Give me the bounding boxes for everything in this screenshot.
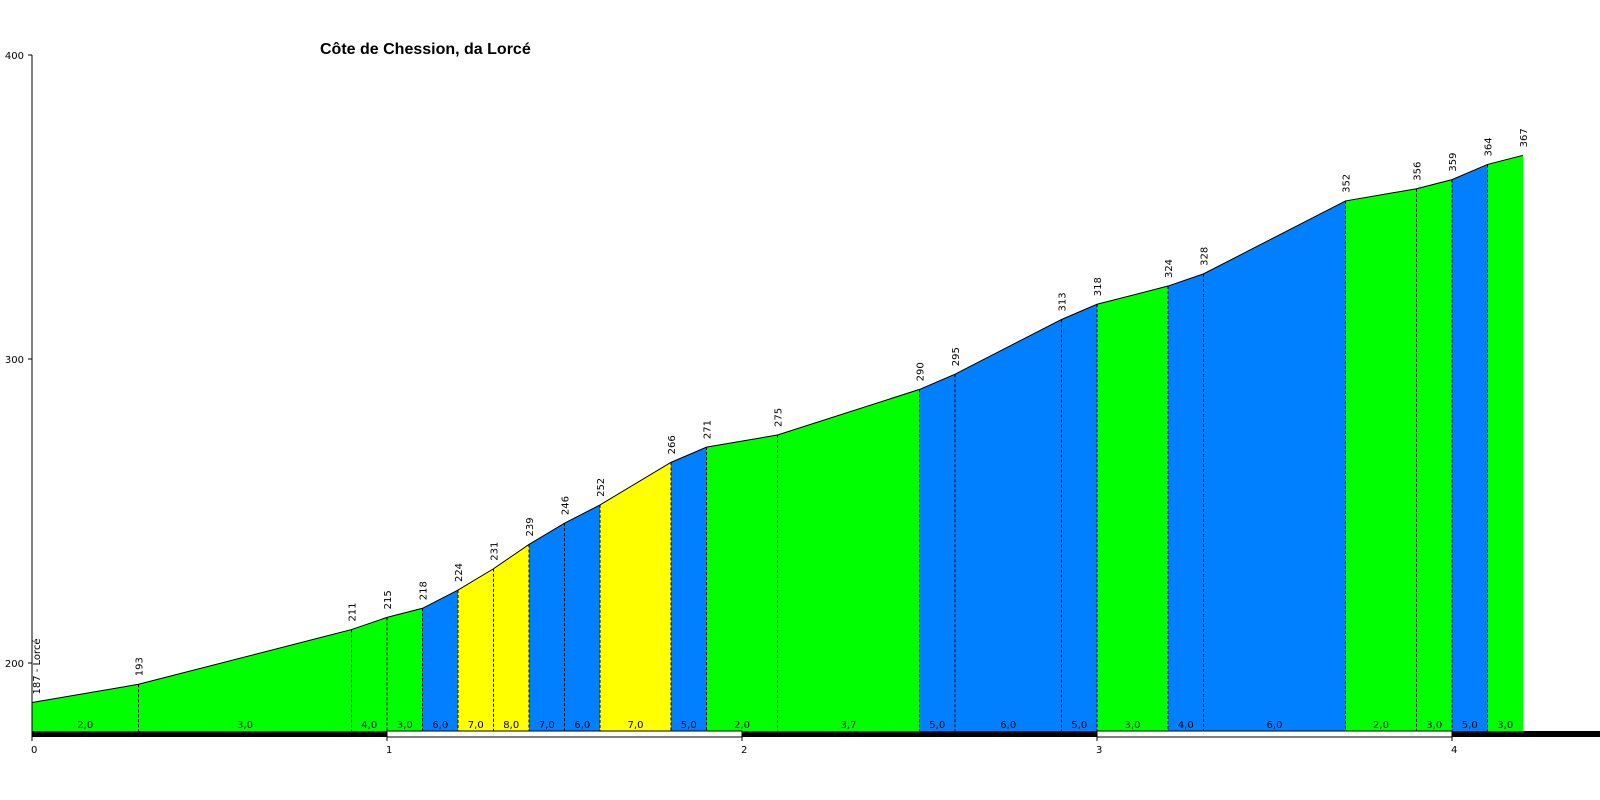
- elevation-label: 211: [348, 602, 359, 621]
- gradient-label: 8,0: [503, 720, 519, 731]
- gradient-label: 4,0: [1178, 720, 1194, 731]
- gradient-segment: [387, 608, 423, 731]
- gradient-segment: [1487, 155, 1523, 731]
- gradient-segment: [671, 447, 707, 731]
- chart-title: Côte de Chession, da Lorcé: [320, 41, 531, 58]
- gradient-label: 3,0: [397, 720, 413, 731]
- gradient-segment: [600, 462, 671, 731]
- x-tick-label: 2: [741, 745, 747, 756]
- elevation-label: 318: [1093, 277, 1104, 296]
- gradient-label: 5,0: [929, 720, 945, 731]
- km-bar-segment: [742, 731, 1097, 737]
- elevation-label: 224: [454, 563, 465, 582]
- gradient-segment: [564, 504, 600, 731]
- elevation-label: 271: [703, 420, 714, 439]
- gradient-label: 7,0: [539, 720, 555, 731]
- gradient-label: 2,0: [1373, 720, 1389, 731]
- gradient-segment: [32, 684, 139, 731]
- gradient-label: 5,0: [681, 720, 697, 731]
- gradient-segment: [493, 544, 529, 731]
- km-bar-segment: [32, 731, 387, 737]
- gradient-label: 3,0: [1497, 720, 1513, 731]
- gradient-label: 7,0: [468, 720, 484, 731]
- start-label: 187 - Lorcé: [31, 638, 43, 694]
- gradient-label: 5,0: [1462, 720, 1478, 731]
- gradient-segment: [919, 374, 955, 731]
- gradient-label: 6,0: [432, 720, 448, 731]
- gradient-segment: [1203, 200, 1346, 732]
- elevation-label: 193: [135, 657, 146, 676]
- gradient-segment: [777, 389, 920, 731]
- gradient-label: 6,0: [1000, 720, 1016, 731]
- x-tick-label: 4: [1451, 745, 1457, 756]
- gradient-label: 6,0: [1267, 720, 1283, 731]
- elevation-label: 328: [1200, 247, 1211, 266]
- gradient-label: 3,0: [1125, 720, 1141, 731]
- elevation-label: 215: [383, 590, 394, 609]
- gradient-segment: [1097, 286, 1168, 731]
- elevation-label: 295: [951, 347, 962, 366]
- elevation-label: 239: [525, 517, 536, 536]
- gradient-segment: [458, 568, 494, 731]
- gradient-label: 6,0: [574, 720, 590, 731]
- elevation-label: 246: [561, 496, 572, 515]
- gradient-label: 2,0: [734, 720, 750, 731]
- gradient-label: 3,0: [1426, 720, 1442, 731]
- km-bar-segment: [386, 730, 743, 738]
- profile-line: [31, 154, 1524, 704]
- km-bar-segment: [1452, 731, 1600, 737]
- y-tick-label: 400: [5, 51, 24, 62]
- elevation-label: 367: [1519, 128, 1530, 147]
- km-bar-segment: [1096, 730, 1453, 738]
- elevation-label: 364: [1484, 137, 1495, 156]
- y-tick-label: 300: [5, 355, 24, 366]
- gradient-label: 3,7: [841, 720, 857, 731]
- gradient-segment: [1345, 188, 1417, 731]
- gradient-label: 7,0: [628, 720, 644, 731]
- gradient-label: 5,0: [1071, 720, 1087, 731]
- gradient-label: 3,0: [237, 720, 253, 731]
- gradient-segment: [422, 590, 458, 731]
- gradient-label: 2,0: [77, 720, 93, 731]
- gradient-segment: [955, 319, 1062, 731]
- elevation-label: 352: [1342, 174, 1353, 193]
- elevation-label: 252: [596, 478, 607, 497]
- elevation-label: 218: [419, 581, 430, 600]
- elevation-label: 275: [774, 408, 785, 427]
- gradient-label: 4,0: [361, 720, 377, 731]
- x-tick-label: 1: [386, 745, 392, 756]
- elevation-label: 290: [916, 362, 927, 381]
- elevation-label: 359: [1448, 153, 1459, 172]
- gradient-segment: [1168, 273, 1204, 731]
- gradient-segment: [706, 435, 778, 731]
- gradient-segment: [351, 617, 387, 731]
- gradient-segment: [138, 629, 352, 731]
- gradient-segment: [1416, 179, 1452, 731]
- y-tick-label: 200: [5, 659, 24, 670]
- elevation-label: 231: [490, 542, 501, 561]
- x-tick-label: 0: [31, 745, 37, 756]
- elevation-label: 266: [667, 435, 678, 454]
- elevation-label: 324: [1164, 259, 1175, 278]
- gradient-segment: [1061, 304, 1097, 731]
- elevation-label: 313: [1058, 292, 1069, 311]
- x-tick-label: 3: [1096, 745, 1102, 756]
- gradient-segment: [529, 523, 565, 731]
- gradient-segment: [1452, 164, 1488, 731]
- elevation-label: 356: [1413, 162, 1424, 181]
